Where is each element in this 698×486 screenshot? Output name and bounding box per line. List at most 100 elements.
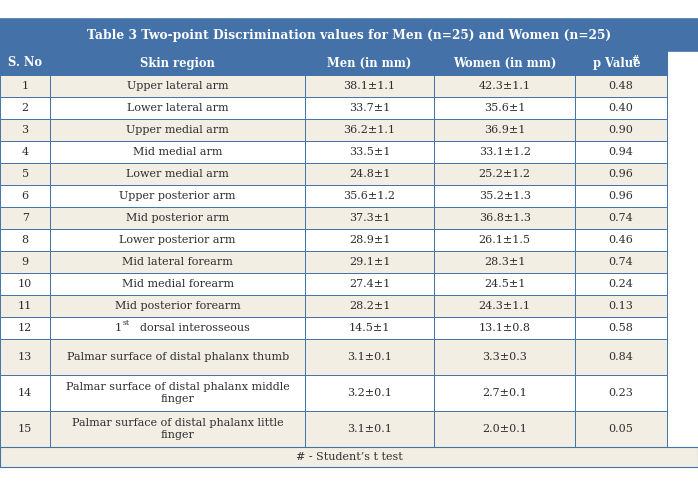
Bar bbox=[0, 51, 50, 75]
Text: Men (in mm): Men (in mm) bbox=[327, 56, 412, 69]
Bar bbox=[434, 51, 575, 75]
Bar bbox=[0, 295, 50, 317]
Text: p Value: p Value bbox=[593, 56, 641, 69]
Bar bbox=[0, 19, 698, 51]
Text: 15: 15 bbox=[18, 424, 32, 434]
Bar bbox=[434, 251, 575, 273]
Text: 0.46: 0.46 bbox=[609, 235, 633, 245]
Text: #: # bbox=[631, 55, 639, 65]
Text: 29.1±1: 29.1±1 bbox=[349, 257, 390, 267]
Text: 36.8±1.3: 36.8±1.3 bbox=[479, 213, 530, 223]
Text: dorsal interosseous: dorsal interosseous bbox=[140, 323, 249, 333]
Bar bbox=[434, 229, 575, 251]
Bar bbox=[434, 207, 575, 229]
Text: 0.84: 0.84 bbox=[609, 352, 633, 362]
Bar bbox=[0, 339, 50, 375]
Bar bbox=[50, 317, 305, 339]
Bar bbox=[575, 251, 667, 273]
Text: 35.6±1: 35.6±1 bbox=[484, 103, 526, 113]
Bar bbox=[0, 163, 50, 185]
Text: S. No: S. No bbox=[8, 56, 42, 69]
Bar bbox=[434, 295, 575, 317]
Text: Upper posterior arm: Upper posterior arm bbox=[119, 191, 236, 201]
Text: 0.96: 0.96 bbox=[609, 169, 633, 179]
Text: st: st bbox=[123, 319, 130, 327]
Text: Women (in mm): Women (in mm) bbox=[453, 56, 556, 69]
Text: Lower medial arm: Lower medial arm bbox=[126, 169, 229, 179]
Text: 0.23: 0.23 bbox=[609, 388, 633, 398]
Bar bbox=[575, 141, 667, 163]
Text: 27.4±1: 27.4±1 bbox=[349, 279, 390, 289]
Text: 2: 2 bbox=[22, 103, 29, 113]
Text: Mid medial forearm: Mid medial forearm bbox=[121, 279, 234, 289]
Text: 9: 9 bbox=[22, 257, 29, 267]
Text: 11: 11 bbox=[18, 301, 32, 311]
Bar bbox=[0, 185, 50, 207]
Bar bbox=[305, 339, 434, 375]
Text: 24.5±1: 24.5±1 bbox=[484, 279, 526, 289]
Text: 3.1±0.1: 3.1±0.1 bbox=[347, 424, 392, 434]
Text: Lower lateral arm: Lower lateral arm bbox=[127, 103, 228, 113]
Bar bbox=[0, 141, 50, 163]
Text: 2.7±0.1: 2.7±0.1 bbox=[482, 388, 527, 398]
Bar bbox=[575, 119, 667, 141]
Bar bbox=[575, 75, 667, 97]
Bar bbox=[305, 229, 434, 251]
Text: 3.3±0.3: 3.3±0.3 bbox=[482, 352, 527, 362]
Text: Mid medial arm: Mid medial arm bbox=[133, 147, 223, 157]
Bar bbox=[575, 51, 667, 75]
Bar bbox=[575, 411, 667, 447]
Text: 24.3±1.1: 24.3±1.1 bbox=[479, 301, 530, 311]
Bar bbox=[0, 97, 50, 119]
Text: 3: 3 bbox=[22, 125, 29, 135]
Bar bbox=[50, 251, 305, 273]
Text: Lower posterior arm: Lower posterior arm bbox=[119, 235, 236, 245]
Bar bbox=[305, 207, 434, 229]
Text: 5: 5 bbox=[22, 169, 29, 179]
Text: 2.0±0.1: 2.0±0.1 bbox=[482, 424, 527, 434]
Bar bbox=[434, 119, 575, 141]
Bar bbox=[0, 207, 50, 229]
Text: 0.40: 0.40 bbox=[609, 103, 633, 113]
Bar bbox=[434, 141, 575, 163]
Text: 14.5±1: 14.5±1 bbox=[349, 323, 390, 333]
Bar bbox=[50, 229, 305, 251]
Bar bbox=[575, 97, 667, 119]
Bar bbox=[575, 375, 667, 411]
Bar bbox=[575, 339, 667, 375]
Text: 0.74: 0.74 bbox=[609, 213, 633, 223]
Bar bbox=[305, 119, 434, 141]
Text: 36.2±1.1: 36.2±1.1 bbox=[343, 125, 396, 135]
Text: 0.13: 0.13 bbox=[609, 301, 633, 311]
Text: 24.8±1: 24.8±1 bbox=[349, 169, 390, 179]
Bar bbox=[50, 97, 305, 119]
Text: Mid lateral forearm: Mid lateral forearm bbox=[122, 257, 233, 267]
Text: 10: 10 bbox=[18, 279, 32, 289]
Bar bbox=[434, 375, 575, 411]
Text: Upper lateral arm: Upper lateral arm bbox=[127, 81, 228, 91]
Bar bbox=[50, 207, 305, 229]
Text: # - Student’s t test: # - Student’s t test bbox=[296, 452, 402, 462]
Bar bbox=[575, 273, 667, 295]
Text: 28.3±1: 28.3±1 bbox=[484, 257, 526, 267]
Text: Mid posterior arm: Mid posterior arm bbox=[126, 213, 229, 223]
Text: 26.1±1.5: 26.1±1.5 bbox=[479, 235, 530, 245]
Text: 4: 4 bbox=[22, 147, 29, 157]
Bar bbox=[50, 51, 305, 75]
Bar bbox=[434, 317, 575, 339]
Bar bbox=[50, 411, 305, 447]
Bar bbox=[305, 273, 434, 295]
Bar bbox=[575, 295, 667, 317]
Text: Mid posterior forearm: Mid posterior forearm bbox=[114, 301, 241, 311]
Bar bbox=[434, 185, 575, 207]
Text: 3.2±0.1: 3.2±0.1 bbox=[347, 388, 392, 398]
Text: 35.2±1.3: 35.2±1.3 bbox=[479, 191, 530, 201]
Bar bbox=[305, 141, 434, 163]
Bar bbox=[0, 411, 50, 447]
Bar bbox=[434, 97, 575, 119]
Text: 37.3±1: 37.3±1 bbox=[349, 213, 390, 223]
Bar bbox=[575, 163, 667, 185]
Bar bbox=[575, 185, 667, 207]
Bar bbox=[305, 411, 434, 447]
Bar bbox=[50, 273, 305, 295]
